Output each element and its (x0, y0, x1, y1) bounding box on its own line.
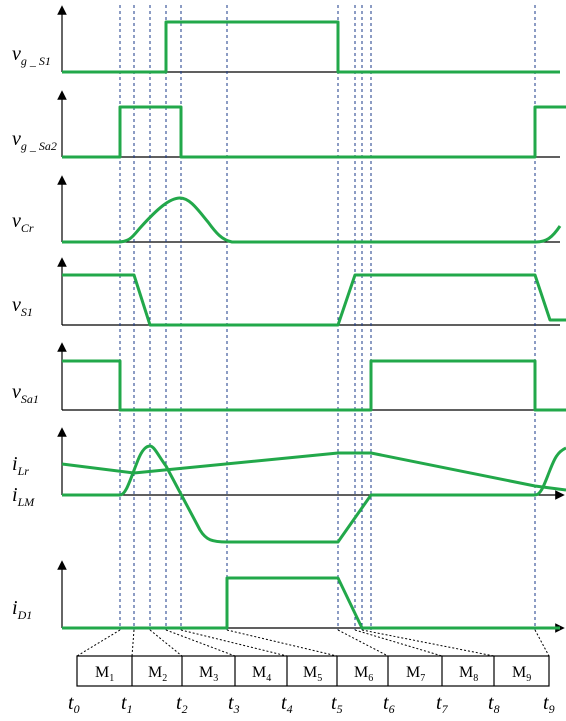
label-vg-s1: vg _ S1 (12, 43, 51, 68)
expand-line-3 (165, 629, 236, 657)
mode-label-8: M8 (459, 664, 478, 684)
expand-line-0 (76, 629, 121, 657)
mode-label-3: M3 (199, 664, 218, 684)
mode-label-2: M2 (148, 664, 167, 684)
time-label-3: t3 (228, 692, 240, 716)
expand-line-6 (337, 629, 389, 657)
mode-box-outline (76, 655, 550, 687)
trace-labels: vg _ S1 vg _ Sa2 vCr vS1 vSa1 iLr iLM iD… (12, 43, 57, 622)
time-labels: t0 t1 t2 t3 t4 t5 t6 t7 t8 t9 (68, 692, 555, 716)
time-label-4: t4 (281, 692, 293, 716)
waveforms (61, 20, 566, 630)
expand-line-9 (534, 629, 550, 657)
mode-label-1: M1 (95, 664, 114, 684)
expand-line-5 (226, 629, 338, 657)
label-vg-sa2: vg _ Sa2 (12, 128, 57, 153)
mode-label-7: M7 (406, 664, 425, 684)
waveform-vs1 (62, 273, 566, 327)
label-vsa1: vSa1 (12, 381, 39, 406)
waveform-ilr (62, 444, 566, 544)
waveform-vg-s1 (62, 20, 560, 74)
label-vcr: vCr (12, 210, 34, 235)
mode-expansion-lines (76, 629, 550, 657)
waveform-vsa1 (62, 359, 566, 412)
time-label-0: t0 (68, 692, 80, 716)
label-id1: iD1 (12, 597, 32, 622)
time-label-5: t5 (331, 692, 343, 716)
waveform-ilm (61, 451, 566, 492)
time-label-9: t9 (543, 692, 555, 716)
label-ilm: iLM (12, 484, 35, 509)
guide-lines (119, 5, 536, 630)
time-label-2: t2 (176, 692, 188, 716)
time-label-8: t8 (488, 692, 500, 716)
mode-label-5: M5 (303, 664, 322, 684)
expand-line-1 (131, 629, 135, 657)
mode-label-9: M9 (512, 664, 531, 684)
mode-label-4: M4 (252, 664, 271, 684)
mode-boxes: M1 M2 M3 M4 M5 M6 M7 M8 M9 (76, 655, 550, 687)
expand-line-2 (149, 629, 183, 657)
label-ilr: iLr (12, 453, 29, 478)
mode-label-6: M6 (354, 664, 373, 684)
expand-line-4 (180, 629, 288, 657)
waveform-vcr (62, 196, 562, 244)
time-label-6: t6 (383, 692, 395, 716)
waveform-id1 (62, 576, 560, 630)
expand-line-8 (361, 629, 495, 657)
waveform-vg-sa2 (62, 105, 566, 159)
time-label-1: t1 (121, 692, 133, 716)
axes-group (57, 5, 565, 633)
time-label-7: t7 (436, 692, 449, 716)
expand-line-7 (354, 629, 443, 657)
label-vs1: vS1 (12, 294, 33, 319)
